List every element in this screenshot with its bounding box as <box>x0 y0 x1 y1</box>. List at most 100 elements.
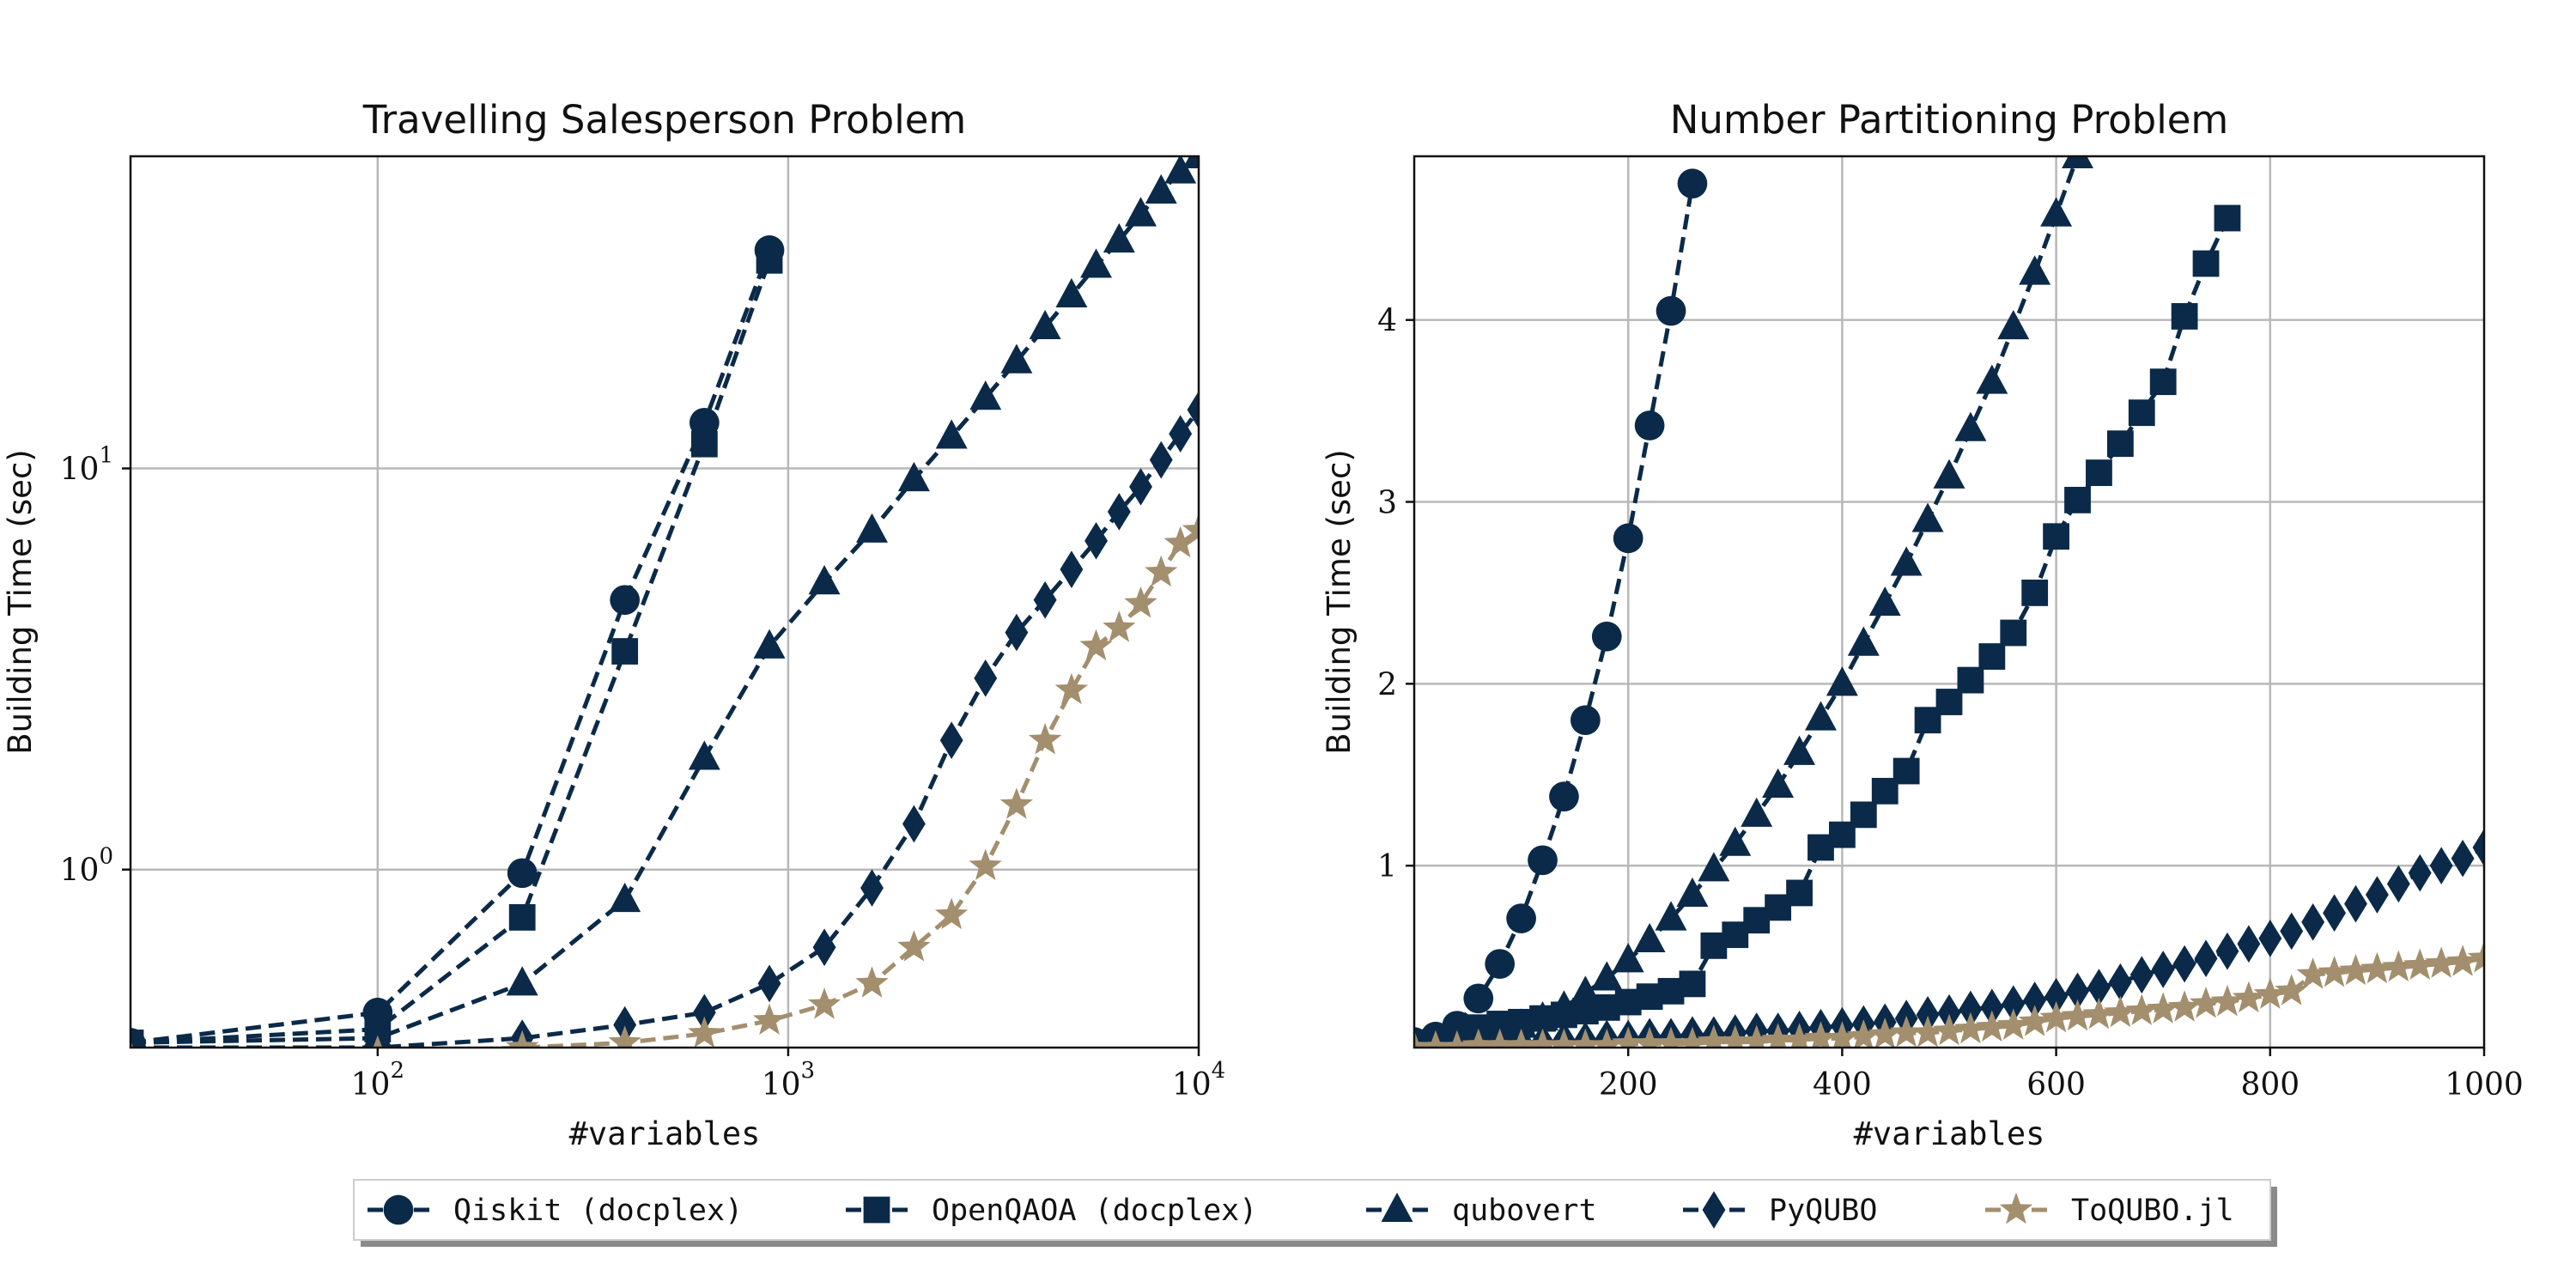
tsp-qiskit-docplex-point <box>689 407 720 438</box>
npp-openqaoa-docplex-point <box>2000 619 2027 647</box>
tsp-openqaoa-docplex-point <box>690 430 718 458</box>
npp-title: Number Partitioning Problem <box>1670 97 2228 143</box>
npp-toqubo-jl-point <box>2018 1005 2051 1036</box>
npp-toqubo-jl-point <box>2318 956 2351 987</box>
npp-pyqubo-point <box>1959 990 1983 1029</box>
tsp-openqaoa-docplex-point <box>611 638 639 665</box>
npp-openqaoa-docplex-point <box>1893 757 1920 785</box>
npp-pyqubo-point <box>2194 939 2218 978</box>
npp-qubovert-point <box>1569 975 1601 1005</box>
tsp-series-qiskit-docplex <box>131 234 785 1048</box>
tsp-y-tick-label: 101 <box>60 443 113 488</box>
npp-pyqubo-point <box>2386 865 2410 903</box>
legend-entry-pyqubo: PyQUBO <box>1683 1191 1877 1229</box>
npp-toqubo-jl-point <box>2445 945 2480 976</box>
tsp-qiskit-docplex-line <box>131 249 772 1045</box>
npp-toqubo-jl-point <box>2147 992 2180 1024</box>
npp-y-tick-label: 1 <box>1377 849 1397 884</box>
npp-qubovert-point <box>1719 826 1752 856</box>
npp-openqaoa-docplex-point <box>1679 970 1706 998</box>
npp-pyqubo-point <box>2258 920 2282 957</box>
legend-label: PyQUBO <box>1769 1194 1877 1228</box>
legend-marker <box>1381 1192 1413 1222</box>
npp-qubovert-point <box>2019 255 2051 285</box>
tsp-y-tick-label: 100 <box>60 844 113 889</box>
legend-entry-qubovert: qubovert <box>1366 1192 1597 1228</box>
tsp-toqubo-jl-point <box>855 966 889 998</box>
npp-toqubo-jl-point <box>2403 948 2437 980</box>
npp-openqaoa-docplex-point <box>2086 459 2112 486</box>
npp-toqubo-jl-point <box>2189 987 2223 1018</box>
npp-openqaoa-docplex-point <box>2128 399 2155 427</box>
tsp-x-tick-label: 103 <box>762 1058 815 1103</box>
npp-qubovert-point <box>1655 901 1687 931</box>
tsp-qiskit-docplex-point <box>507 858 538 889</box>
legend-label: OpenQAOA (docplex) <box>932 1194 1257 1228</box>
npp-toqubo-jl-point <box>2275 974 2308 1005</box>
npp-toqubo-jl-point <box>2360 951 2394 984</box>
npp-openqaoa-docplex-line <box>1414 216 2230 1047</box>
npp-toqubo-jl-point <box>1868 1018 1902 1048</box>
tsp-x-tick-exponent: 3 <box>801 1058 816 1084</box>
npp-pyqubo-point <box>2002 985 2026 1023</box>
npp-toqubo-jl-point <box>1847 1019 1880 1048</box>
npp-qubovert-point <box>1612 943 1644 973</box>
legend-marker <box>863 1196 890 1224</box>
npp-toqubo-jl-point <box>1590 1028 1624 1048</box>
npp-qiskit-docplex-point <box>1485 949 1516 979</box>
npp-qubovert-point <box>1527 1000 1558 1031</box>
npp-toqubo-jl-point <box>1612 1026 1645 1048</box>
legend-entry-toqubo-jl: ToQUBO.jl <box>1985 1192 2234 1228</box>
tsp-qubovert-point <box>897 461 930 492</box>
npp-toqubo-jl-point <box>1697 1024 1731 1048</box>
tsp-toqubo-jl-point <box>361 1035 394 1048</box>
npp-pyqubo-point <box>1980 988 2004 1027</box>
tsp-toqubo-jl-point <box>688 1016 721 1048</box>
tsp-qiskit-docplex-point <box>610 585 641 616</box>
tsp-toqubo-jl-point <box>935 897 969 930</box>
tsp-pyqubo-point <box>860 869 884 907</box>
npp-toqubo-jl-point <box>1654 1026 1688 1048</box>
npp-pyqubo-point <box>2151 951 2175 988</box>
npp-qiskit-docplex-point <box>1677 168 1708 199</box>
legend-label: ToQUBO.jl <box>2071 1194 2234 1228</box>
npp-y-tick-label: 3 <box>1377 485 1397 520</box>
tsp-pyqubo-point <box>1129 468 1152 506</box>
tsp-y-tick-exponent: 0 <box>99 844 113 870</box>
tsp-qubovert-point <box>1000 343 1033 374</box>
npp-qubovert-point <box>1762 768 1795 798</box>
npp-pyqubo-point <box>2108 963 2132 1001</box>
npp-openqaoa-docplex-point <box>1850 801 1877 829</box>
tsp-qubovert-point <box>1125 197 1157 227</box>
tsp-pyqubo-point <box>757 964 781 1003</box>
npp-toqubo-jl-point <box>2232 981 2266 1013</box>
npp-pyqubo-point <box>2087 969 2111 1006</box>
npp-qiskit-docplex-point <box>1463 983 1494 1014</box>
tsp-series-layer <box>131 156 1199 1048</box>
legend-marker <box>1999 1192 2033 1224</box>
npp-pyqubo-point <box>2301 902 2325 941</box>
tsp-openqaoa-docplex-point <box>756 246 783 274</box>
legend-label: Qiskit (docplex) <box>453 1194 743 1228</box>
npp-x-axis-label: #variables <box>1854 1115 2045 1152</box>
npp-qubovert-point <box>1954 411 1987 441</box>
tsp-pyqubo-point <box>1107 493 1131 531</box>
npp-toqubo-jl-point <box>1675 1026 1710 1048</box>
npp-toqubo-jl-point <box>2296 957 2330 989</box>
tsp-toqubo-jl-point <box>1163 526 1197 558</box>
tsp-qubovert-point <box>1145 173 1177 204</box>
npp-qiskit-docplex-point <box>1549 781 1579 812</box>
npp-grid <box>1414 156 2484 1048</box>
npp-qubovert-point <box>1826 666 1858 696</box>
npp-openqaoa-docplex-point <box>1978 643 2006 670</box>
tsp-x-tick-exponent: 2 <box>390 1058 404 1084</box>
legend-marker <box>1702 1191 1726 1229</box>
tsp-pyqubo-point <box>1149 440 1173 479</box>
npp-x-tick-label: 200 <box>1599 1067 1658 1103</box>
tsp-qubovert-point <box>856 513 888 543</box>
npp-openqaoa-docplex-point <box>2021 580 2049 606</box>
tsp-toqubo-jl-point <box>1079 629 1113 661</box>
npp-qiskit-docplex-point <box>1528 845 1558 876</box>
npp-qubovert-point <box>1911 502 1944 532</box>
